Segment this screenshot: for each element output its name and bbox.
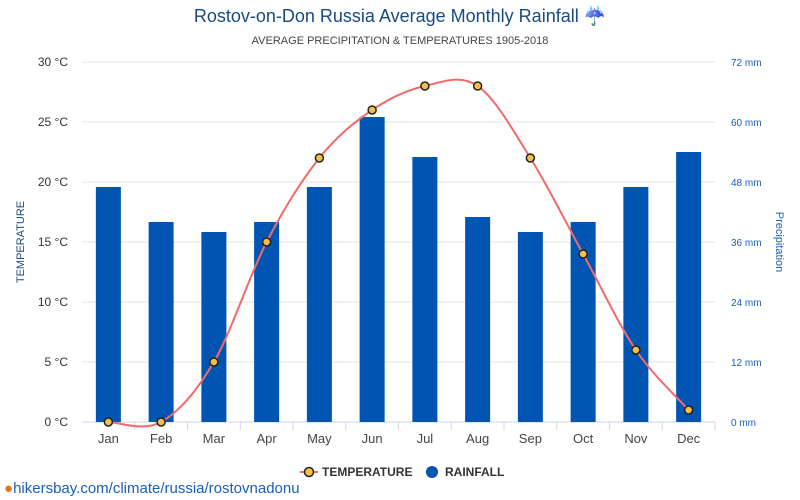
temperature-point xyxy=(578,249,588,259)
y2-tick-label: 12 mm xyxy=(731,358,762,369)
chart-subtitle: AVERAGE PRECIPITATION & TEMPERATURES 190… xyxy=(251,35,549,47)
chart-title: Rostov-on-Don Russia Average Monthly Rai… xyxy=(193,6,607,26)
rainfall-bar xyxy=(676,152,702,422)
rainfall-bar xyxy=(254,222,280,422)
temperature-point xyxy=(261,237,272,247)
y-tick-label: 5 °C xyxy=(45,355,69,369)
y2-tick-label: 60 mm xyxy=(731,118,762,129)
source-text: hikersbay.com/climate/russia/rostovnadon… xyxy=(13,480,300,497)
x-tick-label: Feb xyxy=(150,431,172,446)
y-tick-label: 15 °C xyxy=(38,235,68,249)
temperature-point xyxy=(103,417,114,427)
y-tick-label: 10 °C xyxy=(38,295,68,309)
y-tick-label: 25 °C xyxy=(38,115,68,129)
rainfall-bar xyxy=(517,232,543,422)
x-tick-label: Oct xyxy=(573,431,594,446)
temperature-point xyxy=(367,105,377,115)
temperature-point xyxy=(314,153,325,163)
y-axis-label: TEMPERATURE xyxy=(15,201,27,283)
x-tick-label: Dec xyxy=(677,431,701,446)
x-tick-label: May xyxy=(307,431,332,446)
legend-rainfall[interactable]: RAINFALL xyxy=(445,465,504,479)
x-tick-label: Apr xyxy=(257,431,278,446)
temperature-line xyxy=(108,78,690,428)
source-link[interactable]: ●hikersbay.com/climate/russia/rostovnado… xyxy=(4,480,300,497)
y-tick-label: 30 °C xyxy=(38,55,68,69)
y2-tick-label: 72 mm xyxy=(731,58,762,69)
rainfall-bar xyxy=(359,117,385,422)
temperature-point xyxy=(209,357,219,367)
temperature-point xyxy=(420,81,430,91)
temperature-point xyxy=(156,417,166,427)
x-tick-label: Mar xyxy=(203,431,226,446)
chart-svg: 0 °C 5 °C 10 °C 15 °C 20 °C 25 °C 30 °C 0 mm 12 … xyxy=(15,55,785,479)
legend-marker-icon xyxy=(303,466,315,478)
y-tick-label: 0 °C xyxy=(45,415,69,429)
legend-bar-icon xyxy=(426,466,438,478)
location-pin-icon: ● xyxy=(4,480,14,497)
legend: TEMPERATURE RAINFALL xyxy=(300,465,504,479)
temperature-point xyxy=(631,345,641,355)
rainfall-bar xyxy=(306,187,332,422)
x-tick-label: Nov xyxy=(624,431,648,446)
y2-axis-label: Precipitation xyxy=(773,212,785,273)
rainfall-bar xyxy=(148,222,174,422)
y2-tick-label: 36 mm xyxy=(731,238,762,249)
y2-tick-label: 0 mm xyxy=(731,418,756,429)
rainfall-bar xyxy=(465,217,491,422)
legend-temperature[interactable]: TEMPERATURE xyxy=(322,465,412,479)
temperature-point xyxy=(525,153,536,163)
rainfall-bar xyxy=(412,157,438,422)
x-tick-label: Sep xyxy=(519,431,542,446)
temperature-point xyxy=(683,405,694,415)
rainfall-bar xyxy=(201,232,227,422)
x-tick-label: Jun xyxy=(362,431,383,446)
y-tick-label: 20 °C xyxy=(38,175,68,189)
rainfall-bar xyxy=(95,187,121,422)
rainfall-bar xyxy=(623,187,649,422)
x-tick-label: Jul xyxy=(417,431,434,446)
x-tick-label: Jan xyxy=(98,431,119,446)
x-tick-label: Aug xyxy=(466,431,489,446)
y2-tick-label: 24 mm xyxy=(731,298,762,309)
temperature-point xyxy=(472,81,483,91)
y2-tick-label: 48 mm xyxy=(731,178,762,189)
